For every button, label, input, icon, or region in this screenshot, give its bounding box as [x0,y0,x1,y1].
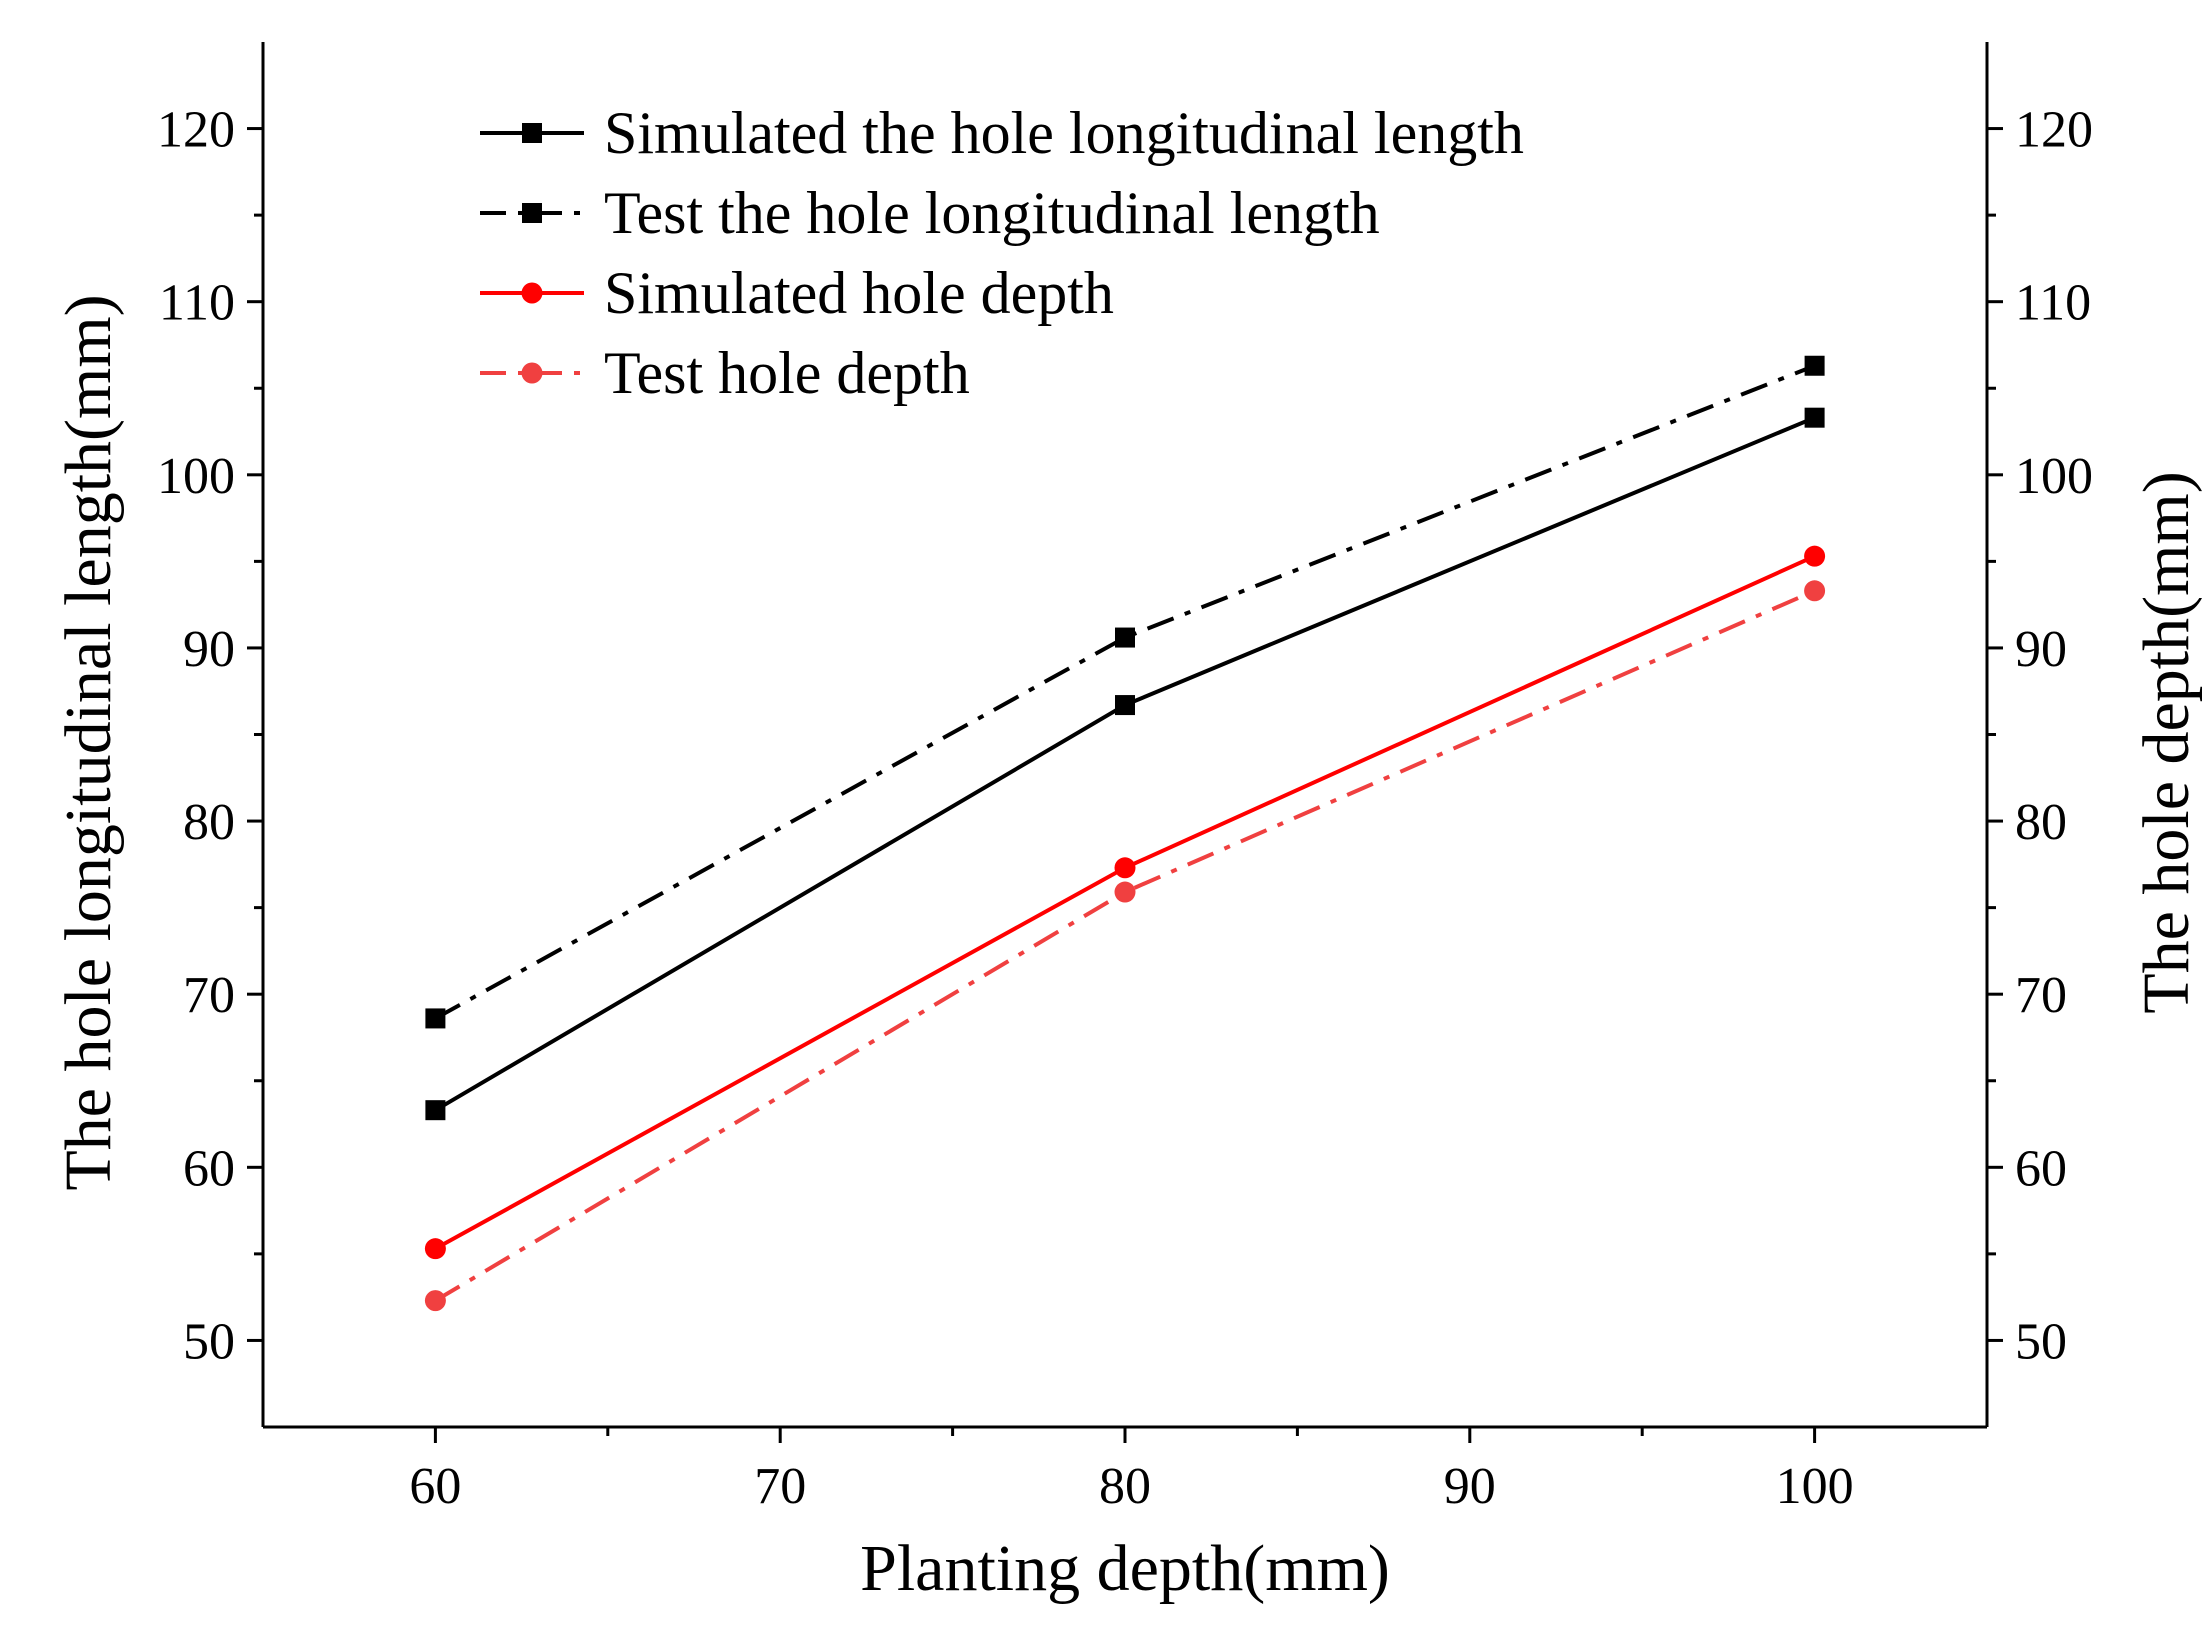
series-line [434,415,1816,1112]
y-right-tick-label: 120 [2015,102,2093,159]
data-point [1114,881,1136,903]
legend-entry: Simulated the hole longitudinal length [480,100,1524,166]
y-left-tick-label: 120 [157,102,235,159]
x-tick-label: 70 [754,1458,806,1515]
x-axis-title: Planting depth(mm) [860,1532,1390,1605]
y-right-tick-label: 70 [2015,967,2067,1024]
legend-entry: Simulated hole depth [480,260,1114,326]
x-tick-label: 60 [409,1458,461,1515]
y-left-tick-label: 110 [159,275,235,332]
legend-label: Test the hole longitudinal length [604,180,1380,246]
legend-marker [522,123,542,143]
data-point [1804,355,1825,376]
x-tick-label: 100 [1776,1458,1854,1515]
y-left-tick-label: 100 [157,448,235,505]
legend-entry: Test the hole longitudinal length [480,180,1380,246]
data-point [1804,407,1825,428]
y-right-tick-label: 100 [2015,448,2093,505]
data-point [1115,695,1135,716]
series-3 [424,545,1826,1260]
legend-marker [521,282,543,304]
series-2 [425,355,1825,1029]
legend-marker [522,203,542,223]
axes [261,42,1989,1429]
y-left-tick-label: 90 [183,621,235,678]
legend-label: Simulated hole depth [604,260,1114,326]
data-point [1804,580,1826,602]
y-axis-right-title: The hole depth(mm) [2130,471,2203,1014]
legend-marker [521,362,543,384]
y-right-tick-label: 110 [2015,275,2091,332]
x-tick-label: 80 [1099,1458,1151,1515]
series [424,355,1826,1312]
x-tick-label: 90 [1444,1458,1496,1515]
y-left-tick-label: 50 [183,1313,235,1370]
data-point [425,1008,446,1029]
y-right-tick-label: 80 [2015,794,2067,851]
ticks: 60 70 80 90 100 50 50 60 60 70 70 80 80 90 90 100 100 110… [157,102,2093,1515]
series-4 [424,580,1826,1312]
data-point [1804,545,1826,567]
data-point [425,1100,446,1121]
data-point [424,1238,446,1260]
y-left-tick-label: 80 [183,794,235,851]
data-point [424,1290,446,1312]
y-left-tick-label: 70 [183,967,235,1024]
legend-entry: Test hole depth [480,340,970,406]
y-left-tick-label: 60 [183,1140,235,1197]
series-line [434,363,1816,1021]
data-point [1114,857,1136,879]
y-right-tick-label: 60 [2015,1140,2067,1197]
legend: Simulated the hole longitudinal length Te… [480,100,1524,406]
legend-label: Test hole depth [604,340,970,406]
y-right-tick-label: 50 [2015,1313,2067,1370]
series-line [434,588,1816,1303]
y-right-tick-label: 90 [2015,621,2067,678]
legend-label: Simulated the hole longitudinal length [604,100,1524,166]
data-point [1115,627,1135,648]
y-axis-left-title: The hole longitudinal length(mm) [52,294,125,1190]
series-1 [425,407,1825,1121]
